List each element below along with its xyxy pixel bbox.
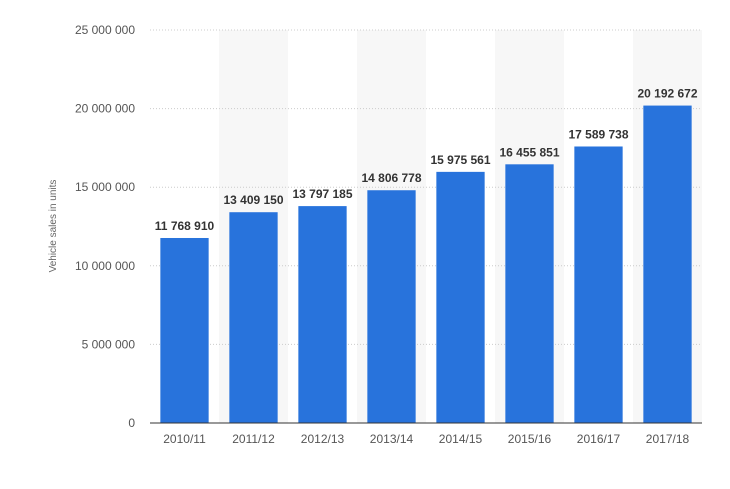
bar-2010-11 (160, 237, 209, 423)
data-label: 17 589 738 (568, 127, 628, 141)
bar-2015-16 (505, 164, 554, 423)
bar-2017-18 (643, 105, 692, 423)
y-tick-label: 0 (128, 416, 135, 430)
data-label: 13 409 150 (223, 193, 283, 207)
y-tick-label: 5 000 000 (82, 337, 136, 351)
x-tick-label: 2011/12 (232, 432, 275, 446)
y-tick-label: 15 000 000 (75, 180, 135, 194)
bar-2016-17 (574, 146, 623, 423)
data-label: 20 192 672 (637, 87, 697, 101)
x-tick-label: 2015/16 (508, 432, 552, 446)
x-tick-label: 2014/15 (439, 432, 483, 446)
x-tick-label: 2013/14 (370, 432, 414, 446)
y-tick-label: 20 000 000 (75, 102, 135, 116)
bars (160, 105, 692, 423)
data-label: 15 975 561 (430, 153, 490, 167)
x-tick-label: 2017/18 (646, 432, 690, 446)
y-tick-label: 25 000 000 (75, 23, 135, 37)
bar-2012-13 (298, 206, 347, 423)
x-tick-label: 2016/17 (577, 432, 621, 446)
data-label: 16 455 851 (499, 145, 559, 159)
x-tick-label: 2012/13 (301, 432, 345, 446)
y-axis-title: Vehicle sales in units (48, 180, 59, 273)
data-label: 14 806 778 (361, 171, 421, 185)
bar-2011-12 (229, 212, 278, 423)
x-tick-label: 2010/11 (163, 432, 206, 446)
data-labels: 11 768 910 13 409 150 13 797 185 14 806 778… (155, 87, 698, 233)
y-axis: 0 5 000 000 10 000 000 15 000 000 20 000 000… (75, 23, 135, 430)
y-tick-label: 10 000 000 (75, 259, 135, 273)
bar-2013-14 (367, 190, 416, 423)
data-label: 13 797 185 (292, 187, 352, 201)
x-axis: 2010/11 2011/12 2012/13 2013/14 2014/15 2015/… (150, 422, 702, 446)
data-label: 11 768 910 (155, 219, 215, 233)
bar-2014-15 (436, 171, 485, 423)
